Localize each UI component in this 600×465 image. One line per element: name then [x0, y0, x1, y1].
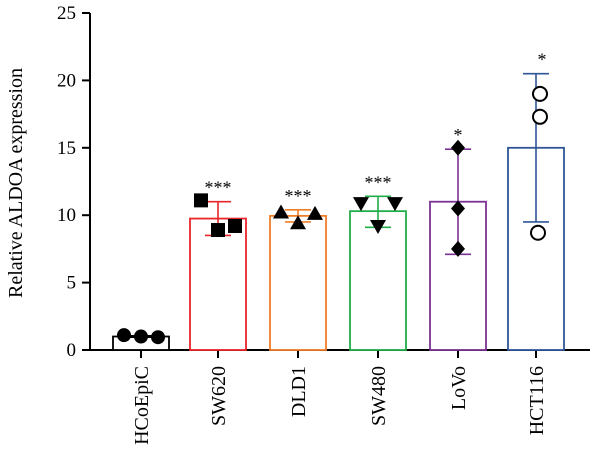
x-tick-label: HCoEpiC: [131, 366, 153, 445]
bar: [349, 210, 407, 351]
data-point: [353, 197, 369, 212]
data-point: [387, 197, 403, 212]
data-point: [451, 240, 465, 257]
data-point: [151, 330, 165, 345]
data-point: [194, 193, 208, 208]
x-tick-label: HCT116: [526, 366, 548, 435]
y-tick-label: 20: [57, 70, 76, 91]
x-tick-label: LoVo: [448, 366, 470, 410]
data-point: [451, 200, 465, 217]
y-tick-label: 25: [57, 3, 76, 24]
y-tick-label: 15: [57, 138, 76, 159]
significance-labels: *** ********: [205, 50, 547, 206]
y-tick-label: 10: [57, 205, 76, 226]
x-tick-label: DLD1: [288, 366, 310, 417]
bars: [112, 146, 565, 351]
significance-label: ***: [285, 186, 312, 206]
data-point: [370, 219, 386, 234]
data-point: [273, 204, 289, 219]
bar: [269, 214, 327, 351]
significance-label: *: [454, 125, 463, 145]
y-tick-label: 5: [67, 273, 77, 294]
x-tick-label: SW620: [208, 366, 230, 426]
data-point: [532, 108, 548, 125]
data-point: [532, 85, 548, 102]
data-point: [530, 224, 546, 241]
axes: 0 5 10 15 20 25: [57, 3, 590, 361]
data-point: [451, 139, 465, 156]
y-axis-label: Relative ALDOA expression: [5, 68, 27, 298]
data-point: [211, 223, 225, 238]
data-point: [117, 328, 131, 343]
significance-label: *: [538, 50, 547, 70]
significance-label: ***: [365, 172, 392, 192]
y-tick-label: 0: [67, 340, 77, 361]
bar: [507, 146, 565, 351]
data-point: [290, 215, 306, 230]
data-point: [228, 218, 242, 233]
data-points: [117, 85, 548, 345]
significance-label: ***: [205, 178, 232, 198]
data-point: [307, 205, 323, 220]
bar: [189, 217, 247, 351]
data-point: [134, 329, 148, 344]
x-tick-label: SW480: [368, 366, 390, 426]
x-tick-labels: HCoEpiC SW620 DLD1 SW480 LoVo HCT116: [131, 366, 548, 445]
